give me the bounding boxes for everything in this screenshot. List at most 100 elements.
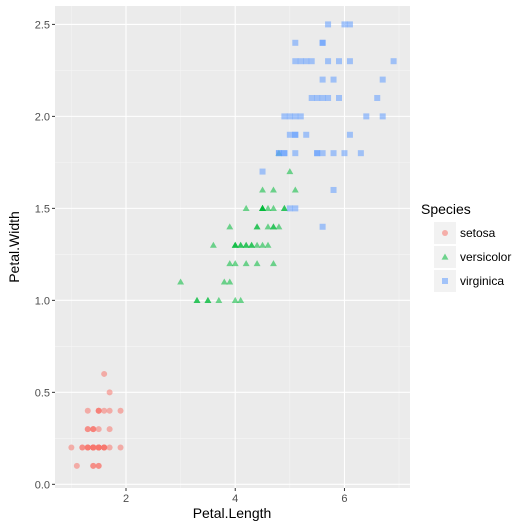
legend-item-versicolor: versicolor: [434, 246, 511, 268]
data-point: [270, 204, 277, 211]
data-point: [325, 21, 332, 28]
data-point: [90, 426, 97, 433]
data-point: [379, 113, 386, 120]
data-point: [95, 407, 102, 414]
data-point: [275, 223, 283, 230]
data-point: [95, 426, 102, 433]
data-point: [319, 94, 326, 101]
data-point: [226, 223, 234, 230]
data-point: [297, 58, 304, 65]
data-point: [292, 131, 299, 138]
data-point: [292, 58, 299, 65]
data-point: [330, 150, 337, 157]
y-tick-label: 0.5: [35, 387, 50, 399]
data-point: [286, 113, 293, 120]
data-point: [319, 150, 326, 157]
y-tick-label: 1.0: [35, 295, 50, 307]
data-point: [379, 76, 386, 83]
data-point: [259, 241, 266, 248]
data-point: [363, 113, 370, 120]
data-point: [303, 131, 310, 138]
y-tick-label: 1.5: [35, 203, 50, 215]
data-point: [292, 205, 299, 212]
data-point: [84, 407, 91, 414]
data-point: [95, 444, 102, 451]
x-axis-title: Petal.Length: [193, 505, 272, 521]
data-point: [275, 150, 282, 157]
data-point: [215, 296, 223, 303]
series-versicolor: [177, 149, 299, 303]
data-point: [286, 168, 294, 175]
data-point: [226, 278, 234, 285]
data-point: [325, 58, 332, 65]
data-point: [374, 94, 381, 101]
data-point: [193, 296, 201, 303]
data-point: [237, 241, 245, 248]
data-point: [319, 39, 326, 46]
series-setosa: [68, 370, 124, 469]
data-point: [209, 241, 217, 248]
data-point: [101, 444, 108, 451]
data-point: [281, 150, 288, 157]
data-point: [336, 58, 342, 65]
data-point: [286, 205, 293, 212]
data-point: [341, 150, 348, 157]
data-point: [84, 426, 91, 433]
data-points: [68, 21, 397, 469]
data-point: [79, 444, 86, 451]
data-point: [90, 444, 97, 451]
data-point: [308, 94, 315, 101]
y-axis-title: Petal.Width: [6, 211, 22, 283]
data-point: [319, 223, 326, 230]
data-point: [270, 186, 277, 193]
data-point: [264, 204, 272, 211]
data-point: [248, 241, 256, 248]
data-point: [346, 131, 353, 138]
data-point: [68, 444, 75, 451]
data-point: [242, 204, 250, 211]
data-point: [330, 186, 337, 193]
data-point: [231, 296, 239, 303]
y-axis: 0.0 0.5 1.0 1.5 2.0 2.5: [35, 19, 55, 491]
x-tick-label: 4: [232, 493, 238, 505]
data-point: [90, 462, 97, 469]
data-point: [253, 223, 261, 230]
data-point: [226, 260, 234, 267]
data-point: [346, 21, 353, 28]
x-axis: 2 4 6: [123, 488, 348, 505]
data-point: [357, 150, 364, 157]
data-point: [280, 204, 288, 211]
data-point: [291, 186, 299, 193]
grid-minor: [55, 6, 410, 488]
data-point: [308, 58, 315, 65]
legend-key-symbol: [442, 278, 448, 284]
x-tick-label: 2: [123, 493, 129, 505]
data-point: [314, 150, 321, 157]
legend: Species setosa versicolor virginica: [421, 201, 511, 292]
data-point: [101, 370, 108, 377]
data-point: [231, 260, 239, 267]
legend-key-symbol: [441, 253, 449, 260]
data-point: [253, 241, 261, 248]
data-point: [281, 113, 288, 120]
y-tick-label: 0.0: [35, 479, 50, 491]
legend-item-virginica: virginica: [434, 270, 504, 292]
data-point: [297, 113, 304, 120]
x-tick-label: 6: [341, 493, 347, 505]
data-point: [303, 58, 310, 65]
data-point: [292, 39, 299, 46]
data-point: [177, 278, 185, 285]
data-point: [106, 444, 113, 451]
legend-title: Species: [421, 201, 471, 217]
legend-label: setosa: [460, 226, 496, 240]
data-point: [259, 168, 266, 175]
data-point: [286, 131, 293, 138]
series-virginica: [259, 21, 397, 230]
data-point: [73, 462, 80, 469]
legend-label: virginica: [460, 274, 504, 288]
data-point: [325, 94, 332, 101]
data-point: [270, 260, 277, 267]
data-point: [106, 407, 113, 414]
data-point: [106, 389, 113, 396]
legend-label: versicolor: [460, 250, 511, 264]
